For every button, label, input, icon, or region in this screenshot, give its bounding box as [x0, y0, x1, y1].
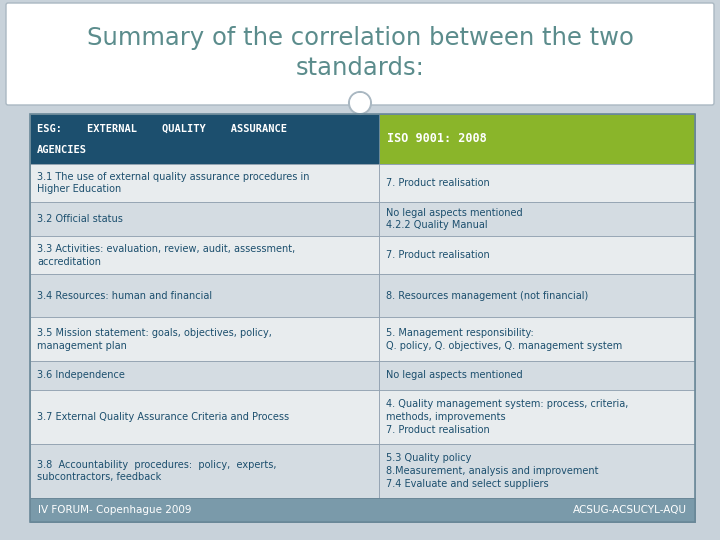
- Text: AGENCIES: AGENCIES: [37, 145, 87, 155]
- Text: 4. Quality management system: process, criteria,
methods, improvements
7. Produc: 4. Quality management system: process, c…: [386, 399, 629, 435]
- Bar: [379, 236, 695, 274]
- Text: IV FORUM- Copenhague 2009: IV FORUM- Copenhague 2009: [38, 505, 192, 515]
- Text: ESG:    EXTERNAL    QUALITY    ASSURANCE: ESG: EXTERNAL QUALITY ASSURANCE: [37, 124, 287, 134]
- Bar: [379, 114, 695, 164]
- Text: 3.4 Resources: human and financial: 3.4 Resources: human and financial: [37, 291, 212, 301]
- Text: 5. Management responsibility:
Q. policy, Q. objectives, Q. management system: 5. Management responsibility: Q. policy,…: [386, 328, 622, 350]
- Text: 7. Product realisation: 7. Product realisation: [386, 250, 490, 260]
- Bar: [379, 361, 695, 390]
- Bar: [30, 444, 379, 498]
- Text: standards:: standards:: [296, 56, 424, 80]
- Circle shape: [350, 93, 370, 113]
- Text: 3.7 External Quality Assurance Criteria and Process: 3.7 External Quality Assurance Criteria …: [37, 412, 289, 422]
- Text: 3.6 Independence: 3.6 Independence: [37, 370, 125, 380]
- Text: 3.2 Official status: 3.2 Official status: [37, 214, 123, 224]
- Bar: [379, 390, 695, 444]
- Bar: [30, 361, 379, 390]
- Bar: [30, 498, 695, 522]
- Text: Summary of the correlation between the two: Summary of the correlation between the t…: [86, 26, 634, 50]
- Text: 3.3 Activities: evaluation, review, audit, assessment,
accreditation: 3.3 Activities: evaluation, review, audi…: [37, 244, 295, 267]
- Text: 5.3 Quality policy
8.Measurement, analysis and improvement
7.4 Evaluate and sele: 5.3 Quality policy 8.Measurement, analys…: [386, 453, 598, 489]
- Bar: [379, 202, 695, 236]
- Text: 8. Resources management (not financial): 8. Resources management (not financial): [386, 291, 588, 301]
- Bar: [30, 274, 379, 318]
- Text: ACSUG-ACSUCYL-AQU: ACSUG-ACSUCYL-AQU: [573, 505, 687, 515]
- Bar: [30, 164, 379, 202]
- Bar: [30, 236, 379, 274]
- Bar: [30, 202, 379, 236]
- Text: No legal aspects mentioned: No legal aspects mentioned: [386, 370, 523, 380]
- Bar: [30, 114, 379, 164]
- Bar: [379, 444, 695, 498]
- FancyBboxPatch shape: [6, 3, 714, 105]
- Text: 3.8  Accountability  procedures:  policy,  experts,
subcontractors, feedback: 3.8 Accountability procedures: policy, e…: [37, 460, 276, 482]
- Text: 3.5 Mission statement: goals, objectives, policy,
management plan: 3.5 Mission statement: goals, objectives…: [37, 328, 272, 350]
- Text: ISO 9001: 2008: ISO 9001: 2008: [387, 132, 487, 145]
- Text: No legal aspects mentioned
4.2.2 Quality Manual: No legal aspects mentioned 4.2.2 Quality…: [386, 208, 523, 231]
- Bar: [30, 318, 379, 361]
- Bar: [379, 274, 695, 318]
- Bar: [30, 114, 695, 522]
- Text: 3.1 The use of external quality assurance procedures in
Higher Education: 3.1 The use of external quality assuranc…: [37, 172, 310, 194]
- Bar: [379, 164, 695, 202]
- Bar: [379, 318, 695, 361]
- Text: 7. Product realisation: 7. Product realisation: [386, 178, 490, 188]
- Bar: [30, 390, 379, 444]
